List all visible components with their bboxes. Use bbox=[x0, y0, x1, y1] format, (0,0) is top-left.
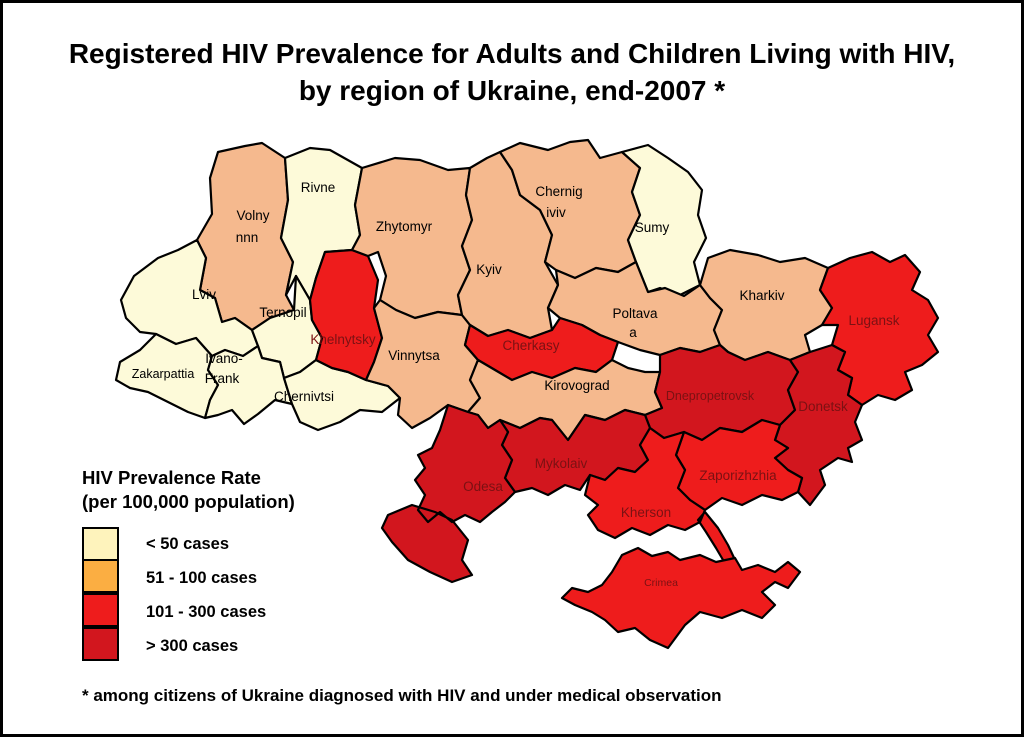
legend-title-line-1: HIV Prevalence Rate bbox=[82, 467, 261, 488]
region-label-kherson: Kherson bbox=[621, 505, 671, 520]
region-label-vinnytsia: Vinnytsa bbox=[388, 348, 440, 363]
region-label-odesa: Odesa bbox=[463, 479, 503, 494]
region-label-ivano-frankivsk-2: Frank bbox=[205, 371, 240, 386]
legend-item-50to100: 51 - 100 cases bbox=[82, 559, 295, 595]
legend-item-lt50: < 50 cases bbox=[82, 527, 295, 562]
region-odesa bbox=[380, 403, 517, 584]
legend-swatch-101to300 bbox=[82, 593, 119, 628]
region-label-dnepropetrovsk: Dnepropetrovsk bbox=[666, 389, 755, 403]
region-label-kyiv: Kyiv bbox=[476, 262, 502, 277]
legend-item-gt300: > 300 cases bbox=[82, 627, 295, 663]
legend-rows: < 50 cases 51 - 100 cases 101 - 300 case… bbox=[82, 527, 295, 663]
region-label-chernihiv-2: iviv bbox=[546, 205, 566, 220]
regions bbox=[114, 138, 940, 650]
legend-label-101to300: 101 - 300 cases bbox=[146, 602, 267, 621]
map-legend: HIV Prevalence Rate (per 100,000 populat… bbox=[82, 466, 295, 663]
region-label-sumy: Sumy bbox=[635, 220, 670, 235]
region-kharkiv bbox=[698, 248, 834, 362]
region-label-donetsk: Donetsk bbox=[798, 399, 848, 414]
legend-title-line-2: (per 100,000 population) bbox=[82, 491, 295, 513]
region-label-kirovograd: Kirovograd bbox=[544, 378, 609, 393]
region-label-ternopil: Ternopil bbox=[259, 305, 306, 320]
region-label-volyn: Volny bbox=[236, 208, 269, 223]
legend-swatch-lt50 bbox=[82, 527, 119, 562]
region-label-khmelnytsky: Khelnytsky bbox=[310, 332, 376, 347]
legend-swatch-50to100 bbox=[82, 559, 119, 594]
region-lugansk bbox=[818, 250, 940, 407]
region-label-chernihiv: Chernig bbox=[535, 184, 582, 199]
region-label-rivne: Rivne bbox=[301, 180, 336, 195]
region-crimea bbox=[560, 546, 802, 650]
title-line-2: by region of Ukraine, end-2007 * bbox=[298, 74, 726, 106]
legend-label-gt300: > 300 cases bbox=[146, 636, 239, 655]
legend-label-lt50: < 50 cases bbox=[146, 534, 230, 553]
region-label-mykolaiv: Mykolaiv bbox=[535, 456, 588, 471]
region-label-crimea: Crimea bbox=[644, 577, 678, 589]
region-sumy bbox=[620, 143, 708, 297]
legend-item-101to300: 101 - 300 cases bbox=[82, 593, 295, 629]
page-title: Registered HIV Prevalence for Adults and… bbox=[0, 36, 1024, 110]
region-label-lugansk: Lugansk bbox=[848, 313, 899, 328]
region-khmelnytsky bbox=[308, 248, 384, 382]
region-label-lviv: Lviv bbox=[192, 287, 216, 302]
region-ivano-frankivsk bbox=[203, 344, 294, 426]
region-label-chernivtsi: Chernivtsi bbox=[274, 389, 334, 404]
region-label-zhytomyr: Zhytomyr bbox=[376, 219, 433, 234]
title-line-1: Registered HIV Prevalence for Adults and… bbox=[68, 38, 956, 69]
region-label-volyn-2: nnn bbox=[236, 230, 259, 245]
region-label-poltava: Poltava bbox=[612, 306, 658, 321]
region-label-cherkasy: Cherkasy bbox=[502, 338, 559, 353]
region-label-zakarpattia: Zakarpattia bbox=[132, 367, 195, 381]
region-label-kharkiv: Kharkiv bbox=[739, 288, 784, 303]
legend-title: HIV Prevalence Rate (per 100,000 populat… bbox=[82, 466, 295, 514]
region-label-poltava-2: a bbox=[629, 325, 637, 340]
legend-swatch-gt300 bbox=[82, 627, 119, 662]
region-label-ivano-frankivsk: Ivano- bbox=[205, 351, 243, 366]
footnote: * among citizens of Ukraine diagnosed wi… bbox=[82, 686, 722, 705]
region-labels: Volny nnn Rivne Lviv Zakarpattia Ternopi… bbox=[132, 180, 900, 589]
region-label-zaporizhzhia: Zaporizhzhia bbox=[699, 468, 777, 483]
legend-label-50to100: 51 - 100 cases bbox=[146, 568, 258, 587]
